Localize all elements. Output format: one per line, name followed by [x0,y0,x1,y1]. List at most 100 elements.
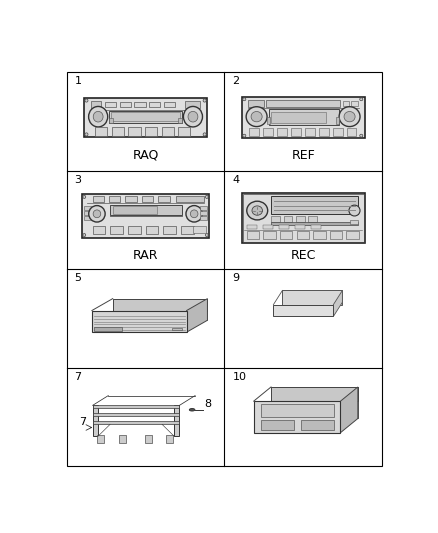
Bar [92,311,187,332]
Ellipse shape [251,111,262,122]
Bar [173,328,182,330]
Ellipse shape [243,134,246,137]
Ellipse shape [247,201,268,220]
Polygon shape [283,290,343,305]
Polygon shape [271,387,358,401]
Polygon shape [113,298,208,320]
Bar [120,102,131,107]
Bar [308,216,317,222]
Ellipse shape [93,210,101,217]
Polygon shape [333,290,343,317]
Bar [181,225,194,234]
Ellipse shape [85,99,88,102]
Bar [105,102,116,107]
Ellipse shape [203,133,206,136]
Text: REC: REC [291,249,316,262]
Bar [263,231,276,239]
Bar [319,128,328,136]
Bar [284,216,292,222]
Bar [242,97,365,138]
Ellipse shape [205,233,208,237]
Bar [201,216,207,220]
Bar [351,101,357,106]
Polygon shape [113,298,208,311]
Bar [243,194,364,242]
Bar [313,231,325,239]
Bar [109,111,183,123]
Bar [201,211,207,215]
Polygon shape [283,290,343,302]
Text: REF: REF [292,149,315,162]
Bar [112,127,124,135]
Bar [333,128,343,136]
Text: 9: 9 [233,273,240,283]
Bar [336,117,339,124]
Bar [119,435,126,443]
Bar [261,405,334,417]
Text: 10: 10 [233,372,246,382]
Ellipse shape [360,134,363,137]
Bar [145,225,158,234]
Bar [267,117,270,124]
Text: 7: 7 [79,417,86,427]
Text: 4: 4 [233,175,240,184]
Bar [145,127,157,135]
Bar [158,197,170,202]
Bar [166,435,173,443]
Ellipse shape [252,206,262,215]
Bar [266,100,340,107]
Text: RAQ: RAQ [132,149,159,162]
Bar [346,231,359,239]
Bar [125,197,137,202]
Bar [272,222,357,225]
Bar [110,205,182,215]
Ellipse shape [186,206,202,222]
Ellipse shape [184,107,202,127]
Bar [145,435,152,443]
Bar [311,225,321,229]
Polygon shape [187,298,208,332]
Text: 7: 7 [74,372,81,382]
Bar [93,405,98,437]
Polygon shape [340,387,358,433]
Bar [92,101,101,108]
Bar [249,128,259,136]
Bar [93,413,180,416]
Ellipse shape [344,111,355,122]
Bar [176,197,204,202]
Bar [93,405,180,408]
Text: 1: 1 [74,76,81,86]
Bar [178,127,191,135]
Bar [277,128,287,136]
Bar [84,206,91,210]
Ellipse shape [360,98,363,101]
Bar [254,401,340,433]
Bar [109,197,120,202]
Bar [92,225,105,234]
Bar [343,101,349,106]
Ellipse shape [349,205,360,216]
Bar [291,128,301,136]
Bar [296,216,304,222]
Ellipse shape [89,206,105,222]
Bar [128,127,141,135]
Bar [269,109,339,125]
Bar [272,196,357,214]
Ellipse shape [339,107,360,126]
Bar [273,305,333,317]
Ellipse shape [205,196,208,198]
Text: 8: 8 [205,399,212,409]
Bar [350,220,357,224]
Ellipse shape [243,98,246,101]
Bar [113,206,157,214]
Bar [201,206,207,210]
Bar [300,420,334,430]
Text: 2: 2 [233,76,240,86]
Bar [263,225,272,229]
Bar [263,128,273,136]
Ellipse shape [85,133,88,136]
Bar [95,127,107,135]
Bar [128,225,141,234]
Ellipse shape [203,99,206,102]
Bar [297,231,309,239]
